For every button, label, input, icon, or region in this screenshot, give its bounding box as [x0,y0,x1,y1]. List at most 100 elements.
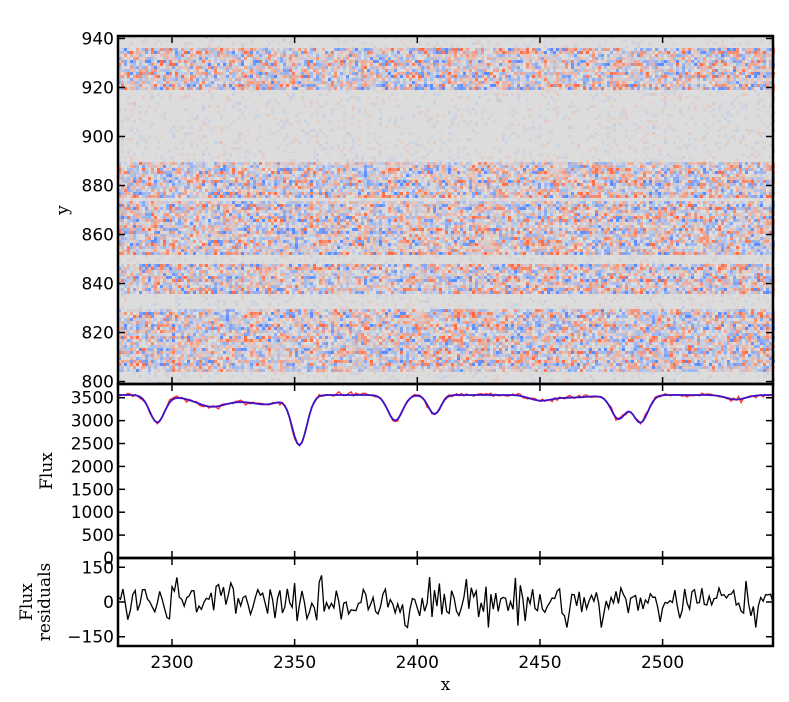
image-pixel [256,90,259,93]
image-pixel [172,78,175,81]
image-pixel [139,105,142,108]
image-pixel [163,72,166,75]
image-pixel [403,84,406,87]
image-pixel [226,78,229,81]
image-pixel [346,75,349,78]
image-pixel [649,177,652,180]
image-pixel [382,72,385,75]
image-pixel [541,78,544,81]
image-pixel [205,75,208,78]
image-pixel [505,126,508,129]
image-pixel [541,153,544,156]
image-pixel [763,105,766,108]
image-pixel [613,48,616,51]
image-pixel [127,57,130,60]
image-pixel [148,177,151,180]
image-pixel [241,60,244,63]
image-pixel [217,171,220,174]
image-pixel [724,126,727,129]
image-pixel [247,87,250,90]
image-pixel [754,60,757,63]
image-pixel [553,162,556,165]
image-pixel [556,168,559,171]
image-pixel [640,138,643,141]
image-pixel [148,165,151,168]
image-pixel [553,36,556,39]
image-pixel [628,51,631,54]
image-pixel [472,72,475,75]
image-pixel [169,60,172,63]
image-pixel [388,96,391,99]
image-pixel [298,141,301,144]
image-pixel [280,180,283,183]
image-pixel [526,54,529,57]
image-pixel [271,84,274,87]
image-pixel [328,72,331,75]
image-pixel [646,132,649,135]
image-pixel [616,60,619,63]
image-pixel [676,87,679,90]
image-pixel [142,54,145,57]
image-pixel [715,72,718,75]
image-pixel [622,39,625,42]
image-pixel [418,162,421,165]
image-pixel [712,78,715,81]
image-pixel [367,147,370,150]
image-pixel [736,63,739,66]
image-pixel [361,174,364,177]
image-pixel [295,162,298,165]
image-pixel [667,114,670,117]
image-pixel [538,72,541,75]
image-pixel [427,36,430,39]
image-pixel [250,177,253,180]
image-pixel [169,162,172,165]
image-pixel [637,81,640,84]
image-pixel [364,162,367,165]
image-pixel [208,48,211,51]
image-pixel [451,69,454,72]
image-pixel [193,75,196,78]
image-pixel [457,60,460,63]
image-pixel [697,84,700,87]
image-pixel [475,123,478,126]
image-pixel [178,81,181,84]
image-pixel [358,165,361,168]
image-pixel [631,84,634,87]
image-pixel [769,144,772,147]
image-pixel [313,63,316,66]
image-pixel [310,66,313,69]
image-pixel [469,69,472,72]
image-pixel [469,51,472,54]
image-pixel [739,168,742,171]
image-pixel [190,171,193,174]
image-pixel [238,156,241,159]
image-pixel [706,87,709,90]
image-pixel [706,174,709,177]
image-pixel [157,78,160,81]
image-pixel [283,51,286,54]
image-pixel [148,84,151,87]
image-pixel [271,48,274,51]
image-pixel [646,171,649,174]
image-pixel [295,168,298,171]
image-pixel [133,174,136,177]
image-pixel [424,111,427,114]
image-pixel [433,123,436,126]
image-pixel [535,78,538,81]
image-pixel [592,63,595,66]
image-pixel [655,60,658,63]
image-pixel [151,66,154,69]
image-pixel [592,135,595,138]
image-pixel [703,69,706,72]
image-pixel [418,171,421,174]
image-pixel [544,60,547,63]
image-pixel [133,87,136,90]
image-pixel [568,57,571,60]
image-pixel [205,60,208,63]
image-pixel [238,39,241,42]
image-pixel [538,69,541,72]
image-pixel [661,66,664,69]
image-pixel [127,102,130,105]
image-pixel [436,114,439,117]
image-pixel [550,75,553,78]
